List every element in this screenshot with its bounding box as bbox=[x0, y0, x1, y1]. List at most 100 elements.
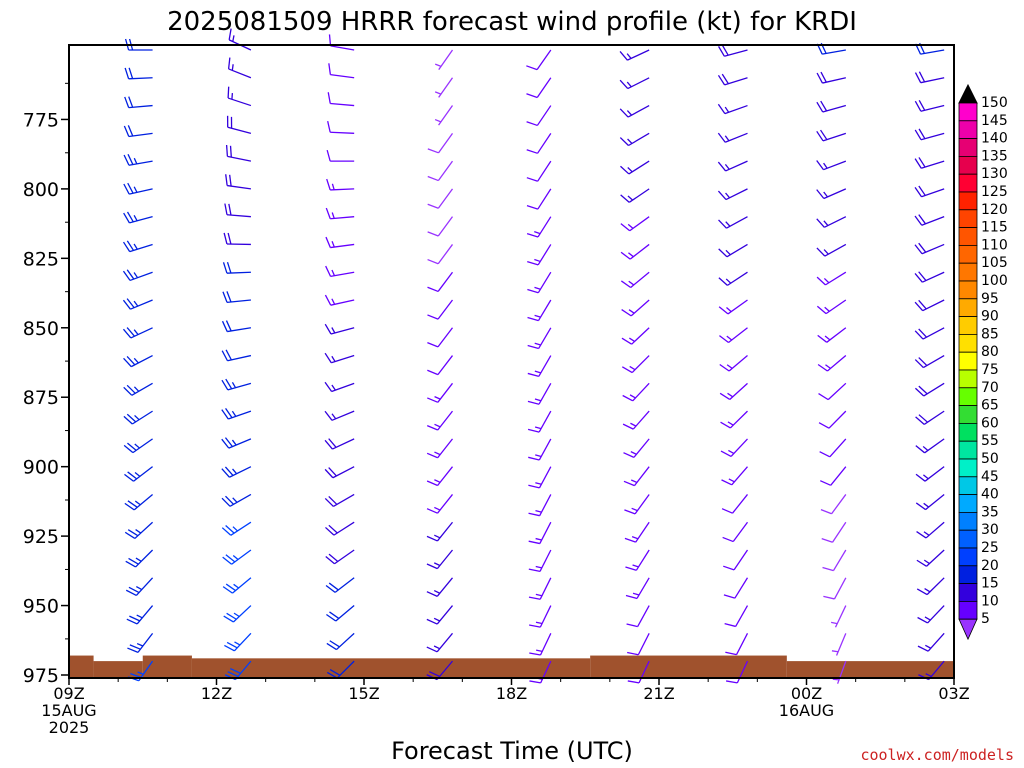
wind-barb bbox=[325, 207, 355, 220]
colorbar-swatch bbox=[958, 512, 978, 531]
y-tick-label: 775 bbox=[23, 109, 59, 131]
wind-barb bbox=[623, 466, 650, 487]
wind-barb bbox=[914, 271, 945, 283]
wind-barb bbox=[324, 410, 355, 421]
y-axis: 775 800 825 850 875 900 925 950 975 bbox=[23, 82, 69, 687]
wind-barb bbox=[626, 605, 650, 628]
wind-barb bbox=[527, 355, 552, 377]
wind-barb bbox=[526, 132, 552, 154]
terrain-segment bbox=[69, 655, 94, 678]
wind-barb bbox=[914, 128, 945, 141]
wind-barb bbox=[223, 232, 251, 246]
colorbar-label: 30 bbox=[981, 522, 999, 538]
colorbar-swatch bbox=[958, 476, 978, 495]
wind-barb bbox=[324, 381, 355, 393]
colorbar-swatch bbox=[958, 494, 978, 513]
wind-barb bbox=[719, 355, 748, 372]
wind-barb bbox=[717, 160, 748, 172]
wind-barb bbox=[222, 291, 251, 304]
wind-barb bbox=[816, 71, 846, 84]
wind-barb bbox=[328, 34, 355, 51]
colorbar-label: 120 bbox=[981, 202, 1008, 218]
wind-barb bbox=[427, 271, 454, 293]
wind-barb bbox=[816, 216, 847, 228]
colorbar-label: 90 bbox=[981, 309, 999, 325]
wind-barb bbox=[527, 327, 552, 350]
colorbar-label: 15 bbox=[981, 576, 999, 592]
wind-barb bbox=[326, 178, 355, 191]
colorbar-swatch bbox=[958, 422, 978, 442]
wind-barb bbox=[722, 521, 749, 543]
wind-barb bbox=[122, 269, 153, 282]
wind-barb bbox=[526, 77, 552, 99]
wind-barb bbox=[914, 185, 945, 198]
wind-barb bbox=[717, 132, 748, 143]
wind-barb bbox=[721, 494, 749, 514]
wind-barb bbox=[818, 410, 847, 429]
wind-barb bbox=[627, 660, 650, 684]
wind-barb bbox=[224, 203, 251, 218]
wind-barb bbox=[718, 216, 748, 229]
wind-barb bbox=[326, 632, 355, 651]
wind-barb bbox=[816, 160, 847, 171]
x-tick-label: 15Z bbox=[348, 684, 379, 703]
colorbar-label: 130 bbox=[981, 166, 1008, 182]
wind-barb bbox=[620, 216, 650, 232]
wind-barb bbox=[821, 521, 847, 543]
colorbar-label: 65 bbox=[981, 398, 999, 414]
wind-barb bbox=[526, 49, 552, 71]
wind-barb bbox=[816, 299, 847, 315]
wind-barb bbox=[221, 521, 252, 536]
wind-barb bbox=[621, 299, 650, 317]
colorbar-swatch bbox=[958, 173, 978, 193]
wind-barb bbox=[528, 494, 552, 517]
colorbar-label: 75 bbox=[981, 362, 999, 378]
colorbar-label: 20 bbox=[981, 558, 999, 574]
wind-barb bbox=[718, 299, 748, 315]
wind-barb bbox=[427, 327, 454, 348]
wind-barb bbox=[625, 549, 650, 571]
wind-barb bbox=[528, 577, 552, 600]
wind-barb bbox=[526, 216, 552, 238]
colorbar-label: 40 bbox=[981, 487, 999, 503]
colorbar-label: 25 bbox=[981, 540, 999, 556]
wind-barb bbox=[326, 605, 355, 622]
colorbar-swatch bbox=[958, 191, 978, 211]
wind-barb bbox=[916, 577, 945, 596]
colorbar-label: 45 bbox=[981, 469, 999, 485]
colorbar-label: 100 bbox=[981, 273, 1008, 289]
wind-barb bbox=[426, 605, 454, 625]
wind-barb bbox=[325, 577, 355, 593]
wind-barb bbox=[622, 382, 650, 402]
colorbar-swatch bbox=[958, 102, 978, 122]
wind-barb bbox=[324, 323, 355, 335]
wind-barb bbox=[831, 633, 847, 656]
wind-barb bbox=[624, 494, 650, 515]
colorbar-swatch bbox=[958, 120, 978, 140]
colorbar-label: 145 bbox=[981, 113, 1008, 129]
wind-barb bbox=[917, 605, 945, 624]
wind-barb bbox=[325, 521, 355, 536]
colorbar-swatch bbox=[958, 387, 978, 406]
chart-title: 2025081509 HRRR forecast wind profile (k… bbox=[167, 7, 857, 37]
wind-barb bbox=[221, 437, 252, 449]
wind-barb bbox=[720, 410, 748, 429]
wind-barb bbox=[526, 188, 552, 210]
colorbar-swatch bbox=[958, 565, 978, 584]
wind-barb bbox=[621, 355, 650, 374]
wind-barb bbox=[717, 188, 748, 201]
wind-barb bbox=[325, 236, 355, 249]
x-tick-label: 18Z bbox=[496, 684, 527, 703]
wind-barb bbox=[125, 577, 154, 597]
colorbar-label: 80 bbox=[981, 344, 999, 360]
wind-barb bbox=[816, 243, 847, 257]
colorbar-label: 50 bbox=[981, 451, 999, 467]
wind-barb bbox=[914, 299, 945, 312]
wind-barb bbox=[719, 327, 748, 343]
wind-barb bbox=[324, 493, 355, 508]
wind-barb bbox=[123, 438, 153, 454]
wind-barb bbox=[915, 438, 945, 454]
wind-barb bbox=[915, 466, 945, 482]
wind-barb bbox=[124, 493, 154, 511]
